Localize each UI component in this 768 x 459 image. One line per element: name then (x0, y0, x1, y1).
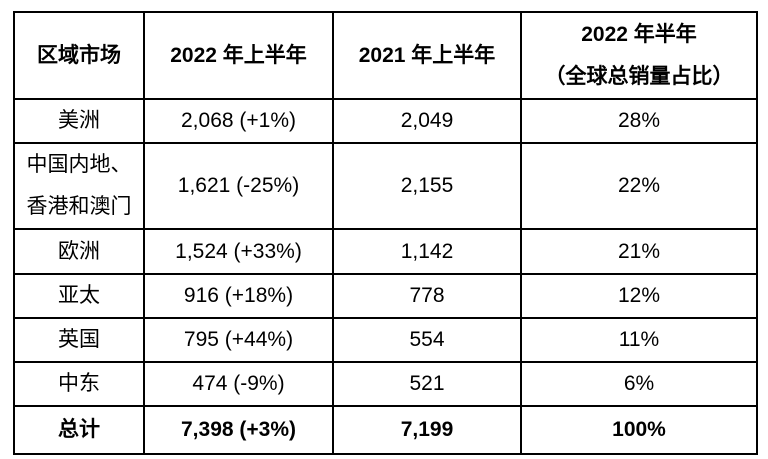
header-2022-share: 2022 年半年 （全球总销量占比） (520, 11, 758, 100)
region-label-line1: 中国内地、 (26, 153, 132, 176)
value-2022-h1: 795 (+44%) (143, 317, 334, 363)
regional-sales-table: 区域市场 2022 年上半年 2021 年上半年 2022 年半年 （全球总销量… (13, 11, 758, 455)
table-row-americas: 美洲 2,068 (+1%) 2,049 28% (13, 98, 758, 144)
value-2022-h1: 1,621 (-25%) (143, 142, 334, 230)
table-row-europe: 欧洲 1,524 (+33%) 1,142 21% (13, 228, 758, 275)
value-2021-h1: 1,142 (332, 228, 522, 275)
value-2021-h1: 521 (332, 361, 522, 407)
value-share: 21% (520, 228, 758, 275)
header-row: 区域市场 2022 年上半年 2021 年上半年 2022 年半年 （全球总销量… (13, 11, 758, 100)
value-2022-h1: 916 (+18%) (143, 273, 334, 319)
header-2022-share-line2: （全球总销量占比） (544, 64, 734, 88)
region-label: 美洲 (13, 98, 145, 144)
value-2021-h1: 2,155 (332, 142, 522, 230)
value-2021-h1: 554 (332, 317, 522, 363)
value-share: 22% (520, 142, 758, 230)
value-2022-h1: 2,068 (+1%) (143, 98, 334, 144)
value-2022-h1: 474 (-9%) (143, 361, 334, 407)
region-label: 中国内地、 香港和澳门 (13, 142, 145, 230)
value-2022-h1: 1,524 (+33%) (143, 228, 334, 275)
region-label: 总计 (13, 405, 145, 455)
table-row-total: 总计 7,398 (+3%) 7,199 100% (13, 405, 758, 455)
value-share: 6% (520, 361, 758, 407)
header-2022-first-half: 2022 年上半年 (143, 11, 334, 100)
header-2021-first-half: 2021 年上半年 (332, 11, 522, 100)
header-region-market: 区域市场 (13, 11, 145, 100)
value-share: 12% (520, 273, 758, 319)
table-row-asia-pacific: 亚太 916 (+18%) 778 12% (13, 273, 758, 319)
region-label: 中东 (13, 361, 145, 407)
value-share: 100% (520, 405, 758, 455)
region-label: 英国 (13, 317, 145, 363)
header-2022-share-line1: 2022 年半年 (581, 22, 697, 46)
value-2021-h1: 7,199 (332, 405, 522, 455)
table-row-china-hk-macau: 中国内地、 香港和澳门 1,621 (-25%) 2,155 22% (13, 142, 758, 230)
value-share: 28% (520, 98, 758, 144)
value-share: 11% (520, 317, 758, 363)
region-label: 欧洲 (13, 228, 145, 275)
value-2021-h1: 2,049 (332, 98, 522, 144)
table-row-middle-east: 中东 474 (-9%) 521 6% (13, 361, 758, 407)
table-row-uk: 英国 795 (+44%) 554 11% (13, 317, 758, 363)
value-2022-h1: 7,398 (+3%) (143, 405, 334, 455)
value-2021-h1: 778 (332, 273, 522, 319)
region-label: 亚太 (13, 273, 145, 319)
region-label-line2: 香港和澳门 (26, 195, 132, 218)
